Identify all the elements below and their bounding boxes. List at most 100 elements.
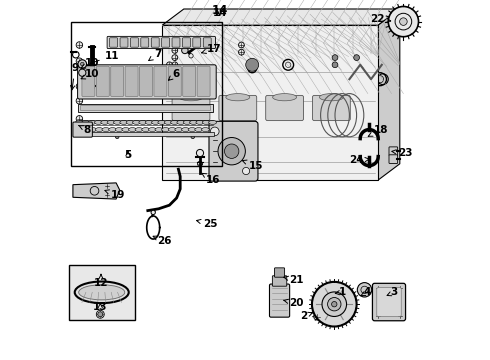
Polygon shape xyxy=(73,183,120,199)
Ellipse shape xyxy=(209,120,217,124)
Ellipse shape xyxy=(155,128,163,131)
Ellipse shape xyxy=(88,120,96,124)
Ellipse shape xyxy=(188,128,196,131)
Circle shape xyxy=(224,144,239,158)
Circle shape xyxy=(172,48,178,53)
Circle shape xyxy=(354,55,360,60)
Text: 14: 14 xyxy=(212,4,228,17)
FancyBboxPatch shape xyxy=(203,38,211,47)
Circle shape xyxy=(170,70,176,76)
Circle shape xyxy=(97,310,104,318)
Circle shape xyxy=(332,55,338,60)
Text: 10: 10 xyxy=(81,69,99,79)
FancyBboxPatch shape xyxy=(140,66,152,96)
Ellipse shape xyxy=(107,120,115,124)
Text: 24: 24 xyxy=(349,155,369,165)
Circle shape xyxy=(182,47,188,54)
Ellipse shape xyxy=(168,128,176,131)
Circle shape xyxy=(172,62,178,68)
Text: 17: 17 xyxy=(201,44,222,54)
FancyBboxPatch shape xyxy=(183,66,196,96)
FancyBboxPatch shape xyxy=(197,66,210,96)
Ellipse shape xyxy=(196,120,204,124)
Circle shape xyxy=(189,54,193,58)
Circle shape xyxy=(104,184,110,189)
Bar xyxy=(80,105,210,110)
Circle shape xyxy=(245,58,259,71)
Text: 20: 20 xyxy=(283,298,303,308)
Circle shape xyxy=(328,297,341,311)
Ellipse shape xyxy=(132,120,141,124)
Text: 18: 18 xyxy=(368,125,389,136)
FancyBboxPatch shape xyxy=(125,66,138,96)
Circle shape xyxy=(210,127,219,136)
Circle shape xyxy=(196,149,204,157)
Bar xyxy=(69,265,135,320)
Ellipse shape xyxy=(115,128,123,131)
Circle shape xyxy=(357,283,372,297)
Circle shape xyxy=(167,62,172,68)
Circle shape xyxy=(400,18,407,25)
FancyBboxPatch shape xyxy=(389,147,398,156)
Ellipse shape xyxy=(75,120,83,124)
Text: 2: 2 xyxy=(300,311,313,321)
Text: 10: 10 xyxy=(81,58,99,68)
Polygon shape xyxy=(378,9,400,180)
Ellipse shape xyxy=(135,128,143,131)
Text: 13: 13 xyxy=(93,302,107,312)
FancyBboxPatch shape xyxy=(97,66,109,96)
Text: 1: 1 xyxy=(335,287,346,297)
Ellipse shape xyxy=(182,128,190,131)
FancyBboxPatch shape xyxy=(73,122,92,137)
Circle shape xyxy=(314,314,320,320)
Ellipse shape xyxy=(319,94,343,101)
FancyBboxPatch shape xyxy=(82,66,95,96)
FancyBboxPatch shape xyxy=(272,276,287,286)
FancyBboxPatch shape xyxy=(313,95,350,121)
Ellipse shape xyxy=(190,120,197,124)
Ellipse shape xyxy=(175,128,183,131)
Ellipse shape xyxy=(158,120,166,124)
Circle shape xyxy=(388,6,418,37)
FancyBboxPatch shape xyxy=(377,288,401,316)
Ellipse shape xyxy=(202,120,210,124)
Ellipse shape xyxy=(272,94,296,101)
FancyBboxPatch shape xyxy=(172,38,180,47)
Circle shape xyxy=(239,42,245,48)
Circle shape xyxy=(151,210,155,215)
Circle shape xyxy=(397,286,402,291)
Ellipse shape xyxy=(142,128,149,131)
Ellipse shape xyxy=(201,128,209,131)
Text: 25: 25 xyxy=(196,219,218,229)
FancyBboxPatch shape xyxy=(372,283,406,321)
Ellipse shape xyxy=(126,120,134,124)
Ellipse shape xyxy=(195,128,203,131)
Ellipse shape xyxy=(95,120,102,124)
Ellipse shape xyxy=(101,120,109,124)
Circle shape xyxy=(76,98,83,104)
Text: 5: 5 xyxy=(124,150,132,160)
Ellipse shape xyxy=(162,128,170,131)
Text: 12: 12 xyxy=(94,274,108,288)
Text: 9: 9 xyxy=(71,63,78,90)
Circle shape xyxy=(312,282,357,327)
FancyBboxPatch shape xyxy=(162,38,170,47)
Ellipse shape xyxy=(114,120,122,124)
Circle shape xyxy=(104,193,110,198)
Ellipse shape xyxy=(75,128,83,131)
FancyBboxPatch shape xyxy=(110,38,118,47)
Ellipse shape xyxy=(79,285,125,300)
FancyBboxPatch shape xyxy=(172,95,210,121)
Circle shape xyxy=(116,135,119,139)
Circle shape xyxy=(191,135,195,139)
Circle shape xyxy=(79,69,86,76)
Circle shape xyxy=(239,49,245,55)
Ellipse shape xyxy=(82,128,90,131)
Text: 11: 11 xyxy=(90,51,119,64)
FancyBboxPatch shape xyxy=(389,155,398,163)
Ellipse shape xyxy=(109,128,117,131)
FancyBboxPatch shape xyxy=(107,36,216,49)
FancyBboxPatch shape xyxy=(219,95,257,121)
FancyBboxPatch shape xyxy=(274,268,285,277)
Circle shape xyxy=(376,286,381,291)
